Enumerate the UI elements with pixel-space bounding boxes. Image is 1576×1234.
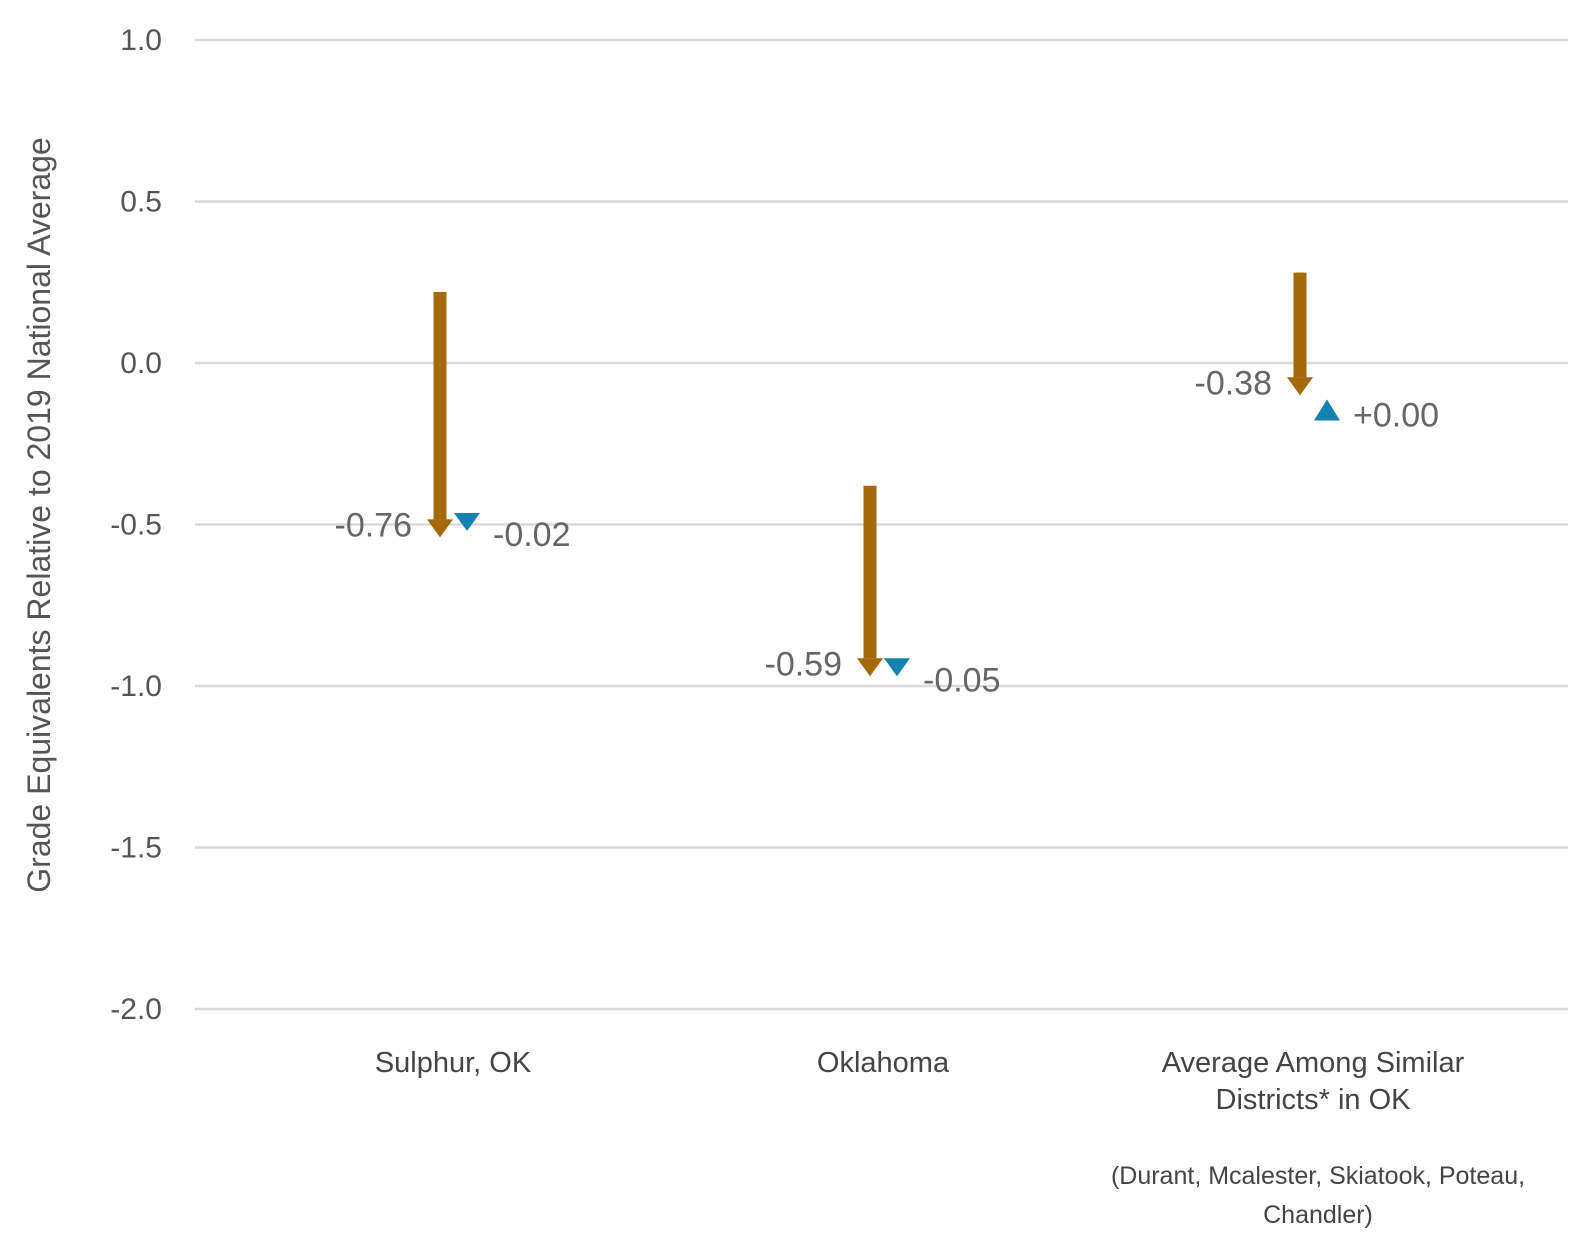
category-labels: Sulphur, OK Oklahoma Average Among Similar… [375, 1047, 1525, 1229]
y-tick-label: -1.0 [110, 670, 162, 703]
drop-arrow-shaft [863, 485, 877, 659]
y-tick-label: 1.0 [120, 24, 162, 57]
chart-marks: -0.76 -0.59 -0.38 -0.02 -0.05 +0.00 [335, 272, 1439, 699]
x-category-label: Average Among Similar Districts* in OK [1162, 1047, 1465, 1116]
y-tick-label: -0.5 [110, 509, 162, 542]
drop-value-label: -0.38 [1195, 364, 1273, 402]
y-tick-label: 0.5 [120, 186, 162, 219]
recovery-arrow-head [884, 658, 910, 677]
y-axis-label: Grade Equivalents Relative to 2019 Natio… [21, 137, 57, 892]
recovery-value-label: -0.02 [493, 516, 571, 554]
grid-lines [195, 38, 1568, 1011]
drop-value-label: -0.76 [335, 506, 413, 544]
drop-arrow-head [427, 519, 453, 538]
drop-arrow-shaft [1293, 272, 1307, 378]
recovery-arrow-head [1314, 399, 1340, 421]
y-tick-label: 0.0 [120, 347, 162, 380]
y-tick-label: -2.0 [110, 993, 162, 1026]
category-note: (Durant, Mcalester, Skiatook, Poteau, Cha… [1111, 1162, 1525, 1229]
y-tick-label: -1.5 [110, 832, 162, 865]
y-tick-labels: 1.0 0.5 0.0 -0.5 -1.0 -1.5 -2.0 [110, 24, 162, 1026]
recovery-value-label: +0.00 [1353, 396, 1439, 434]
recovery-value-label: -0.05 [923, 661, 1001, 699]
drop-arrow-head [857, 658, 883, 677]
drop-arrow-head [1287, 377, 1313, 396]
recovery-arrow-head [454, 512, 480, 531]
drop-value-label: -0.59 [765, 645, 843, 683]
drop-arrow-shaft [433, 291, 447, 520]
x-category-label: Oklahoma [817, 1047, 950, 1079]
x-category-label: Sulphur, OK [375, 1047, 532, 1079]
